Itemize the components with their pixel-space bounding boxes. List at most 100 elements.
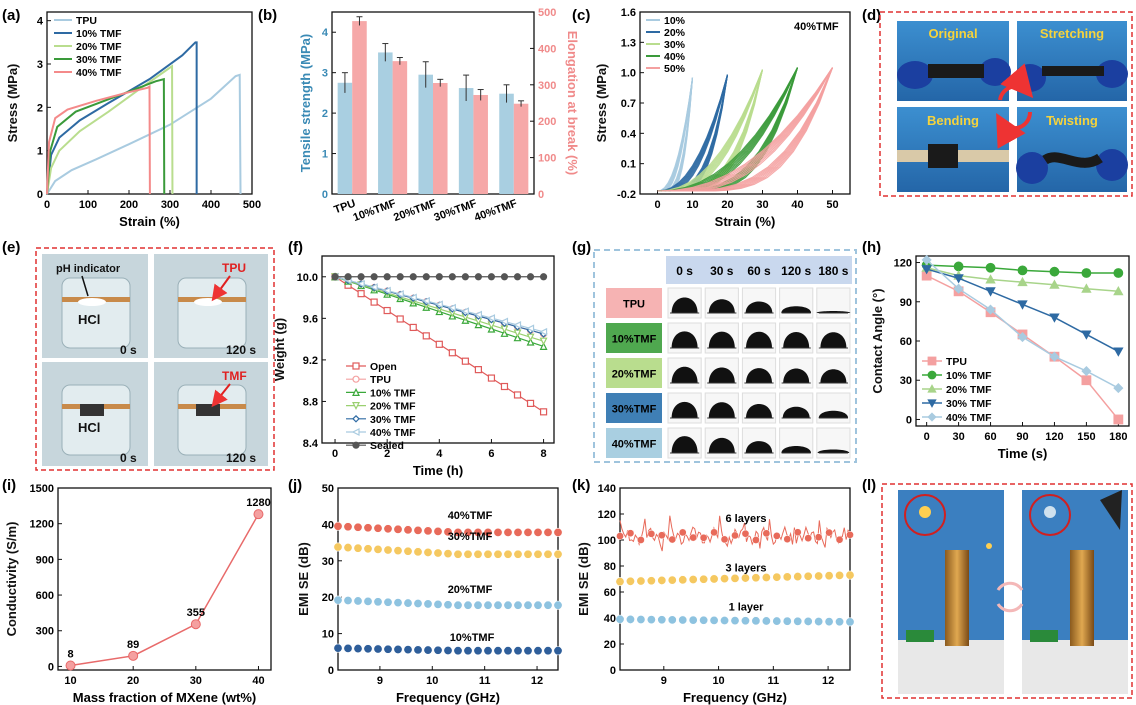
y-tick-label: 600 [36,590,54,602]
data-point [533,646,543,656]
legend-label: 40% TMF [946,412,992,424]
data-point [985,287,996,297]
y-tick-label: 10.0 [297,272,318,284]
data-point [814,617,824,627]
y-tick-label-right: 200 [538,116,556,128]
data-point [953,274,964,284]
data-point [1081,375,1092,386]
glove-icon [1016,152,1048,184]
legend-label: TPU [76,15,97,27]
plot-frame [321,255,555,444]
x-tick-label: 11 [768,675,780,687]
chart-b-tensile-bars: 0 1 2 3 4 0 100 200 300 400 500 Tensile strength (M… [298,7,580,224]
chart-h-contact-angle: 0 30 60 90 120 150 180 0 30 60 90 120 Time (s) Contac… [870,254,1130,461]
led-off-icon [1044,506,1056,518]
data-point [699,533,708,542]
data-point [824,617,834,627]
data-point [1113,414,1124,425]
data-point [500,317,509,326]
data-point [740,616,750,626]
y-axis-label-right: Elongation at break (%) [565,31,580,175]
data-point [351,428,360,436]
bar-elongation [392,61,408,194]
data-label: 89 [127,639,139,651]
label-bending: Bending [927,113,979,128]
data-point [835,535,844,544]
y-tick-label: 9.6 [303,313,318,325]
jar-icon [61,384,131,456]
x-tick-label: 10%TMF [352,197,398,224]
droplet [671,297,698,313]
x-tick-label: 100 [79,199,97,211]
data-point [357,290,365,298]
data-point [403,598,413,608]
data-point [413,547,423,557]
data-point [413,525,423,535]
data-point [637,536,645,544]
x-tick-label: 180 [1109,431,1127,443]
data-point [331,273,339,281]
x-tick-label: 0 [44,199,50,211]
y-tick-label: 0 [610,665,616,677]
data-point [553,549,563,559]
jar-icon [177,277,247,349]
series-label: 6 layers [726,513,767,525]
data-point [493,600,503,610]
led-on-icon [919,506,931,518]
x-tick-label: 6 [488,448,494,460]
data-point [710,528,718,537]
data-point [373,544,383,554]
data-point [433,526,443,536]
x-tick-label: 40 [252,675,264,687]
data-point [668,535,677,544]
row-header: 20%TMF [612,369,657,381]
legend-label: TPU [370,374,391,386]
pointer-line [81,275,89,297]
data-point [657,531,666,540]
y-tick-label: 140 [598,483,616,495]
data-point [526,273,535,281]
x-tick-label: 11 [479,675,491,687]
label-twisting: Twisting [1046,113,1098,128]
y-axis-label: Weight (g) [272,318,287,381]
data-point [1113,383,1124,394]
y-tick-label: 9.2 [303,355,318,367]
data-point [526,333,535,342]
panel-label-f: (f) [288,239,303,256]
y-tick-label: 4 [37,16,44,28]
data-point [803,616,813,626]
data-point [636,576,646,586]
droplet [818,410,849,418]
data-point [1017,265,1028,276]
data-point [493,549,503,559]
series-label: 30%TMF [448,531,493,543]
x-tick-label: 20 [721,199,733,211]
droplet [746,403,772,418]
x-tick-label: 4 [436,448,443,460]
series-label: 40%TMF [448,510,493,522]
x-tick-label: 0 [332,448,338,460]
panel-label-j: (j) [288,477,302,494]
data-point [434,300,443,309]
data-point [1017,332,1028,343]
data-point [500,382,509,391]
table-frame [593,249,857,463]
data-point [403,546,413,556]
data-point [333,542,343,552]
data-point [741,529,750,538]
label-hcl-1: HCl [78,312,100,327]
y-tick-label: 8.4 [303,438,319,450]
data-point [1017,300,1028,310]
arrow-icon [211,275,231,302]
data-point [782,616,792,626]
droplet [783,331,810,348]
y-tick-label: 80 [604,561,616,573]
chart-a-stress-strain: 0 100 200 300 400 500 0 1 2 3 4 Strain (%) Stress (M… [5,11,261,229]
bar-tensile [499,93,514,194]
data-point [483,646,493,656]
y-tick-label: 0 [906,414,912,426]
data-point [370,298,378,306]
x-axis-label: Time (h) [413,463,463,478]
data-point [461,273,469,281]
droplet [820,369,847,383]
